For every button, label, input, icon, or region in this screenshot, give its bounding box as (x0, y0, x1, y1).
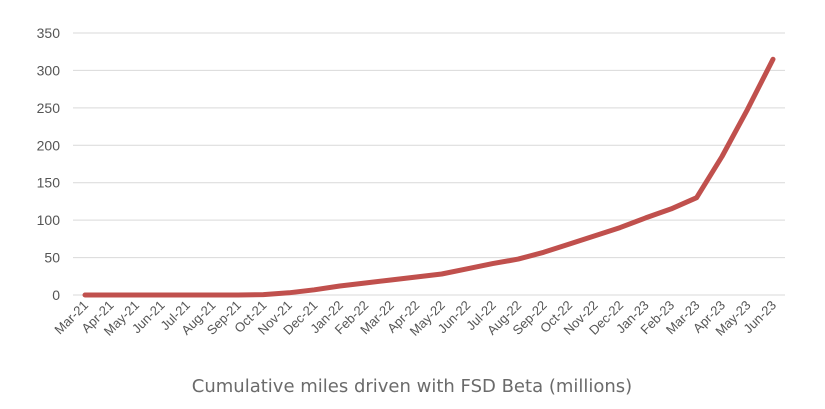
y-tick-label: 0 (52, 287, 60, 303)
chart-caption: Cumulative miles driven with FSD Beta (m… (192, 376, 632, 397)
y-tick-label: 100 (37, 212, 61, 228)
y-tick-label: 50 (44, 250, 60, 266)
y-tick-label: 200 (37, 137, 61, 153)
gridlines (73, 32, 785, 296)
y-axis-ticks: 0 50 100 150 200 250 300 350 (37, 25, 61, 303)
y-tick-label: 250 (37, 100, 61, 116)
y-tick-label: 350 (37, 25, 61, 41)
series-layer (82, 56, 776, 298)
series-line-0 (82, 56, 776, 298)
x-axis-ticks: Mar-21Apr-21May-21Jun-21Jul-21Aug-21Sep-… (51, 298, 779, 339)
y-tick-label: 150 (37, 175, 61, 191)
y-tick-label: 300 (37, 62, 61, 78)
